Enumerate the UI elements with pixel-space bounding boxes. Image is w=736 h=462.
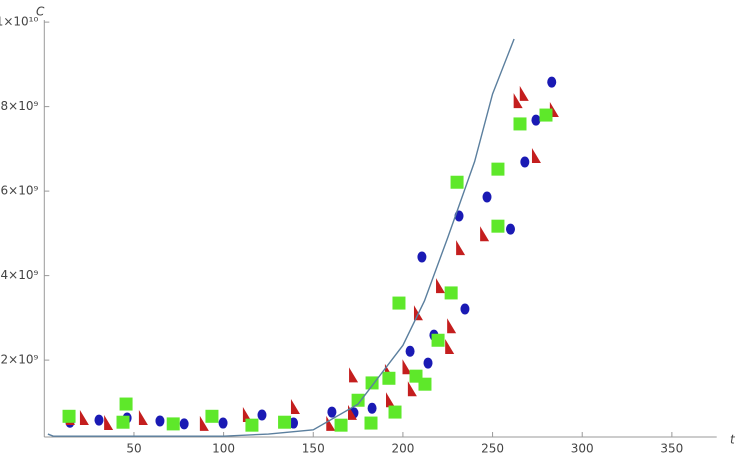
- x-tick-label: 150: [302, 442, 325, 456]
- point: [278, 415, 292, 429]
- y-tick-label: 6×10⁹: [1, 184, 39, 198]
- point: [513, 117, 527, 131]
- point: [447, 318, 457, 334]
- point: [79, 409, 89, 425]
- x-tick-label: 200: [391, 442, 414, 456]
- point: [367, 402, 377, 414]
- point: [289, 417, 299, 429]
- x-axis-label: t: [730, 433, 736, 447]
- point: [116, 415, 130, 429]
- point: [382, 371, 396, 385]
- y-tick-label: 8×10⁹: [1, 99, 39, 113]
- point: [423, 357, 433, 369]
- x-tick-label: 250: [481, 442, 504, 456]
- point: [520, 156, 530, 168]
- point: [436, 278, 446, 294]
- point: [407, 381, 417, 397]
- point: [166, 417, 180, 431]
- y-tick-label: 2×10⁹: [1, 353, 39, 367]
- point: [402, 359, 412, 375]
- point: [388, 405, 402, 419]
- point: [94, 414, 104, 426]
- point: [257, 409, 267, 421]
- point: [290, 399, 300, 415]
- point: [351, 393, 365, 407]
- point: [104, 415, 114, 431]
- point: [199, 415, 209, 431]
- point: [547, 76, 557, 88]
- point: [386, 392, 396, 408]
- point: [450, 175, 464, 189]
- point: [531, 114, 541, 126]
- fit-curve: [47, 38, 515, 437]
- point: [326, 415, 336, 431]
- point: [519, 85, 529, 101]
- point: [349, 367, 359, 383]
- point: [242, 407, 252, 423]
- point: [405, 345, 415, 357]
- y-tick-label: 4×10⁹: [1, 268, 39, 282]
- y-tick-label: 1×10¹⁰: [0, 15, 38, 29]
- point: [418, 377, 432, 391]
- point: [392, 296, 406, 310]
- point: [205, 409, 219, 423]
- point: [431, 333, 445, 347]
- point: [491, 219, 505, 233]
- point: [365, 376, 379, 390]
- point: [531, 148, 541, 164]
- point: [445, 339, 455, 355]
- y-axis-label: C: [36, 5, 45, 19]
- point: [245, 418, 259, 432]
- point: [155, 415, 165, 427]
- point: [480, 226, 490, 242]
- point: [491, 162, 505, 176]
- point: [460, 303, 470, 315]
- point: [482, 191, 492, 203]
- point: [364, 416, 378, 430]
- point: [218, 417, 228, 429]
- x-tick-label: 50: [126, 442, 141, 456]
- point: [334, 418, 348, 432]
- point: [456, 240, 466, 256]
- point: [505, 223, 515, 235]
- point: [513, 93, 523, 109]
- x-tick-label: 350: [660, 442, 683, 456]
- x-tick-label: 300: [571, 442, 594, 456]
- point: [539, 108, 553, 122]
- point: [444, 286, 458, 300]
- point: [327, 406, 337, 418]
- x-tick-label: 100: [212, 442, 235, 456]
- point: [179, 418, 189, 430]
- point: [417, 251, 427, 263]
- point: [62, 409, 76, 423]
- point: [119, 397, 133, 411]
- point: [138, 409, 148, 425]
